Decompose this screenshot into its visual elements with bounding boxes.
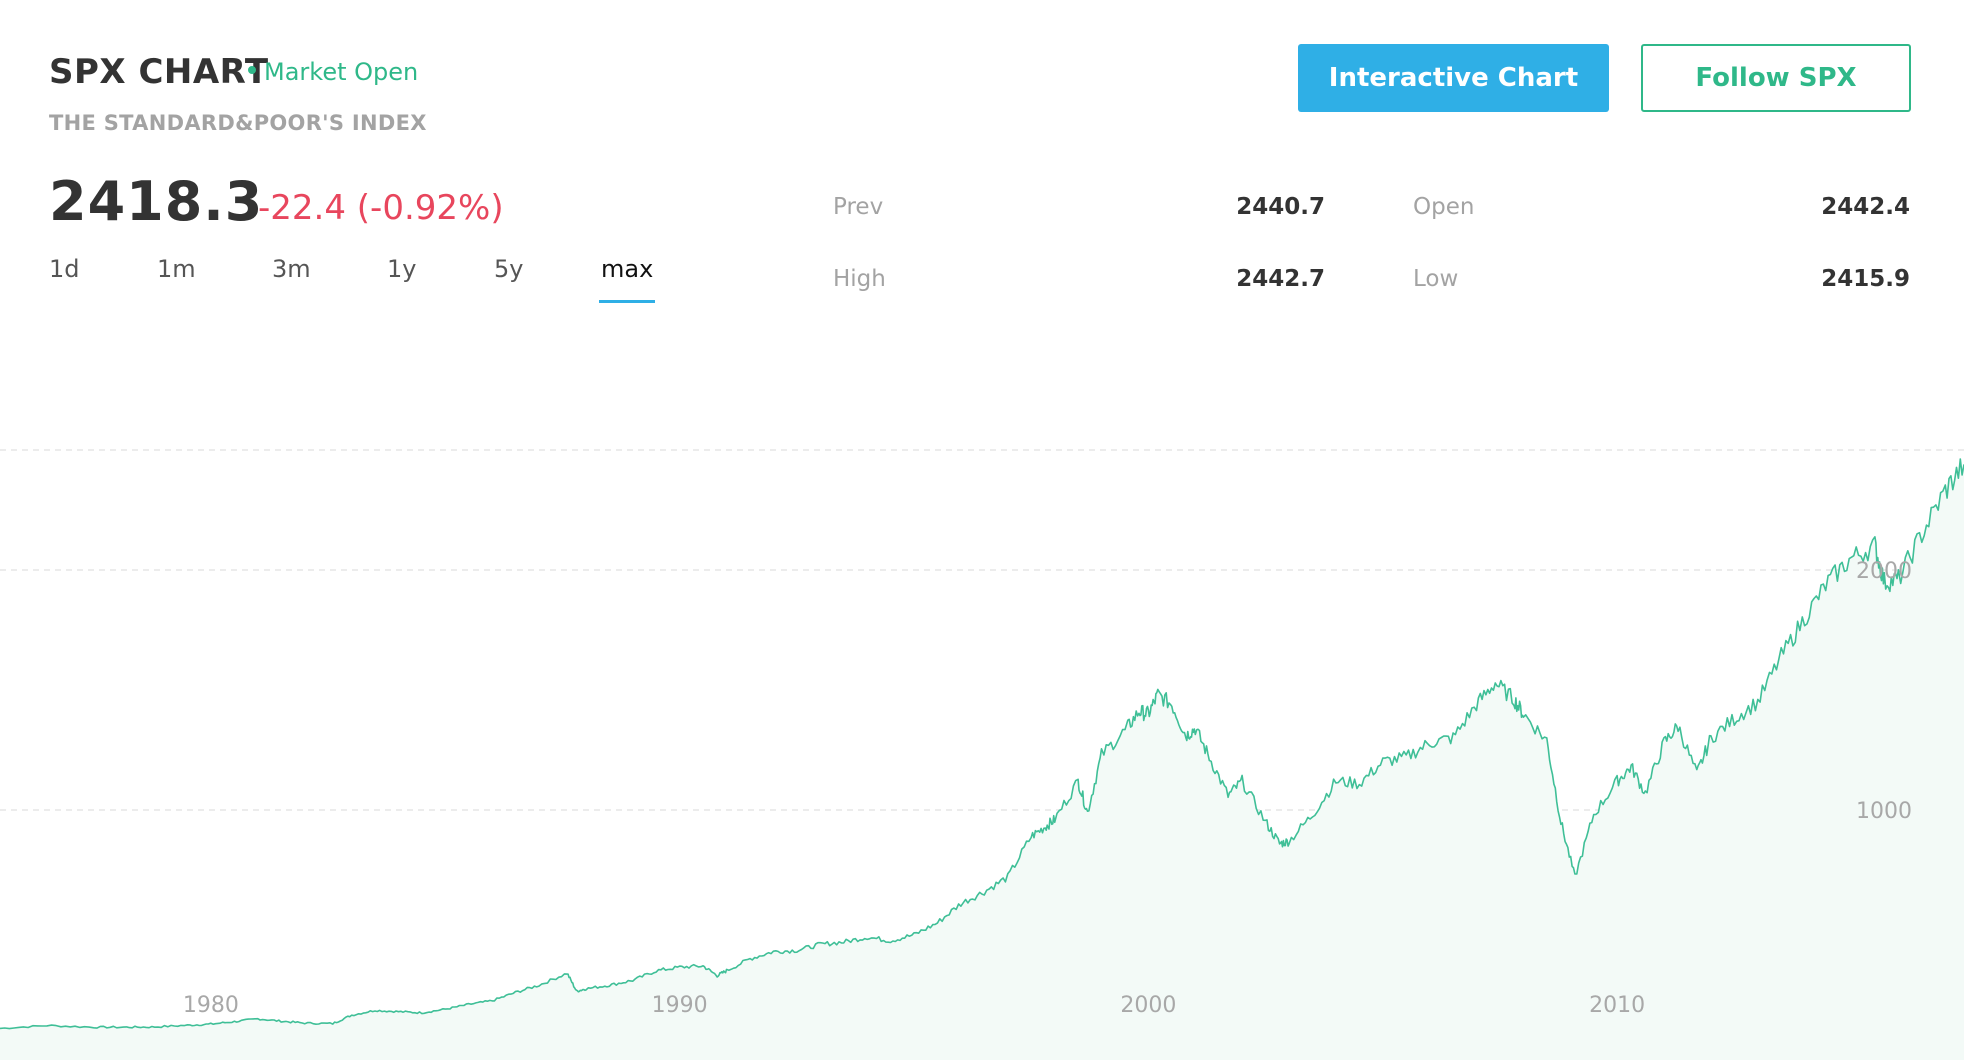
range-1y[interactable]: 1y	[387, 255, 417, 283]
high-label: High	[833, 266, 886, 292]
current-price: 2418.3	[49, 170, 264, 233]
low-label: Low	[1413, 266, 1459, 292]
x-tick-label: 2010	[1589, 993, 1645, 1018]
status-dot-icon	[248, 66, 256, 74]
x-tick-label: 2000	[1120, 993, 1176, 1018]
market-status: Market Open	[248, 58, 418, 86]
page-title: SPX CHART	[49, 52, 269, 92]
page-subtitle: THE STANDARD&POOR'S INDEX	[49, 111, 427, 135]
range-1d[interactable]: 1d	[49, 255, 80, 283]
follow-button[interactable]: Follow SPX	[1641, 44, 1911, 112]
open-value: 2442.4	[1821, 194, 1910, 220]
range-1m[interactable]: 1m	[157, 255, 196, 283]
prev-label: Prev	[833, 194, 884, 220]
price-change: -22.4 (-0.92%)	[258, 188, 504, 228]
high-value: 2442.7	[1236, 266, 1325, 292]
x-tick-label: 1980	[183, 993, 239, 1018]
price-chart[interactable]: 1000 2000 1980 1990 2000 2010	[0, 430, 1964, 1060]
low-value: 2415.9	[1821, 266, 1910, 292]
y-tick-label: 1000	[1856, 799, 1912, 824]
interactive-chart-button[interactable]: Interactive Chart	[1298, 44, 1609, 112]
prev-value: 2440.7	[1236, 194, 1325, 220]
range-max[interactable]: max	[598, 255, 656, 303]
market-status-label: Market Open	[264, 58, 419, 86]
series-line	[0, 458, 1964, 1030]
range-3m[interactable]: 3m	[272, 255, 311, 283]
y-tick-label: 2000	[1856, 559, 1912, 584]
series-area	[0, 459, 1964, 1060]
x-tick-label: 1990	[652, 993, 708, 1018]
open-label: Open	[1413, 194, 1475, 220]
range-5y[interactable]: 5y	[494, 255, 524, 283]
